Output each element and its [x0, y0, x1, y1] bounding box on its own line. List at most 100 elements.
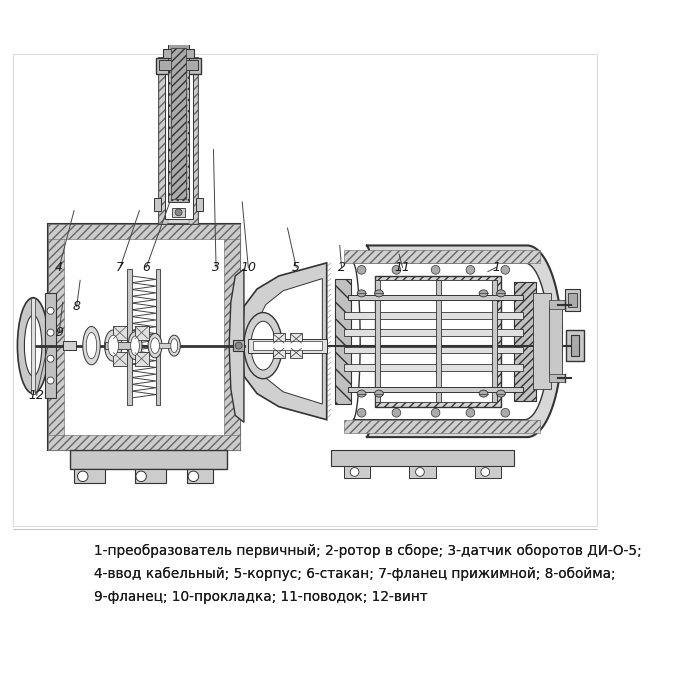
Ellipse shape — [466, 265, 475, 274]
Ellipse shape — [171, 339, 178, 353]
Bar — [379, 280, 496, 402]
Bar — [344, 466, 370, 478]
Bar — [135, 351, 149, 365]
Bar — [344, 250, 540, 263]
Bar — [135, 326, 149, 340]
Ellipse shape — [244, 312, 282, 379]
Ellipse shape — [357, 290, 366, 297]
Ellipse shape — [128, 332, 142, 360]
Bar — [164, 62, 193, 219]
Bar — [566, 330, 584, 361]
Ellipse shape — [374, 390, 384, 397]
Bar — [514, 282, 536, 400]
Ellipse shape — [83, 326, 100, 365]
Polygon shape — [366, 246, 562, 437]
Text: 6: 6 — [142, 260, 150, 274]
Ellipse shape — [251, 321, 275, 370]
Ellipse shape — [357, 408, 366, 417]
Bar — [48, 435, 239, 450]
Bar — [127, 269, 132, 405]
Bar — [168, 43, 189, 50]
Ellipse shape — [350, 468, 359, 476]
Ellipse shape — [108, 335, 118, 356]
Bar — [160, 58, 168, 224]
Bar — [188, 470, 214, 483]
Ellipse shape — [501, 265, 510, 274]
Ellipse shape — [168, 335, 181, 356]
Bar — [564, 289, 580, 311]
Bar — [349, 386, 523, 392]
Ellipse shape — [480, 290, 488, 297]
Ellipse shape — [392, 265, 401, 274]
Bar — [48, 224, 64, 450]
Bar — [104, 342, 131, 349]
Bar — [196, 19, 203, 32]
Ellipse shape — [150, 338, 160, 354]
Text: 9: 9 — [55, 326, 63, 339]
Bar — [549, 307, 562, 376]
Bar — [156, 269, 160, 405]
Bar — [549, 300, 564, 309]
Bar — [410, 466, 435, 478]
Text: 4: 4 — [55, 260, 63, 274]
Bar — [70, 450, 227, 470]
Bar — [290, 333, 302, 344]
Text: 1-преобразователь первичный; 2-ротор в сборе; 3-датчик оборотов ДИ-О-5;: 1-преобразователь первичный; 2-ротор в с… — [94, 543, 642, 557]
Bar — [32, 298, 35, 393]
Bar — [349, 295, 523, 300]
Bar — [63, 342, 76, 350]
Ellipse shape — [480, 390, 488, 397]
Ellipse shape — [47, 329, 54, 336]
Ellipse shape — [148, 333, 162, 358]
Bar — [160, 58, 198, 224]
Ellipse shape — [18, 298, 49, 393]
Bar — [374, 280, 380, 402]
Ellipse shape — [86, 332, 97, 358]
Text: 11: 11 — [395, 260, 410, 274]
Text: 4-ввод кабельный; 5-корпус; 6-стакан; 7-фланец прижимной; 8-обойма;: 4-ввод кабельный; 5-корпус; 6-стакан; 7-… — [94, 567, 616, 581]
Text: 12: 12 — [29, 389, 45, 402]
Bar — [234, 340, 244, 351]
Bar — [135, 470, 165, 483]
Bar — [163, 50, 195, 58]
Bar — [273, 347, 285, 358]
Text: 1-преобразователь первичный; 2-ротор в сборе; 3-датчик оборотов ДИ-О-5;: 1-преобразователь первичный; 2-ротор в с… — [94, 543, 642, 557]
Bar — [344, 312, 523, 318]
Ellipse shape — [104, 330, 122, 361]
Ellipse shape — [481, 468, 489, 476]
Bar — [290, 347, 302, 358]
Ellipse shape — [392, 408, 401, 417]
Text: 1: 1 — [493, 260, 500, 274]
Bar — [168, 45, 189, 202]
Polygon shape — [229, 269, 244, 422]
Bar — [52, 228, 235, 446]
Bar — [273, 333, 285, 344]
Bar — [331, 450, 514, 466]
Ellipse shape — [431, 265, 440, 274]
Bar — [13, 54, 597, 526]
Text: 7: 7 — [116, 260, 124, 274]
Ellipse shape — [47, 307, 54, 314]
Ellipse shape — [496, 390, 505, 397]
Bar — [46, 293, 56, 398]
Bar — [154, 19, 161, 32]
Text: 9-фланец; 10-прокладка; 11-поводок; 12-винт: 9-фланец; 10-прокладка; 11-поводок; 12-в… — [94, 591, 428, 605]
Bar — [224, 224, 239, 450]
Ellipse shape — [175, 209, 182, 216]
Polygon shape — [256, 279, 322, 404]
Bar — [189, 58, 198, 224]
Bar — [48, 224, 239, 450]
Bar — [153, 343, 174, 349]
Ellipse shape — [25, 315, 42, 376]
Ellipse shape — [416, 468, 424, 476]
Bar — [74, 470, 104, 483]
Ellipse shape — [47, 355, 54, 362]
Ellipse shape — [136, 471, 146, 482]
Bar — [475, 466, 501, 478]
Bar — [171, 48, 186, 199]
Bar — [113, 351, 127, 365]
Bar — [435, 280, 441, 402]
Bar — [172, 208, 185, 217]
Text: 9-фланец; 10-прокладка; 11-поводок; 12-винт: 9-фланец; 10-прокладка; 11-поводок; 12-в… — [94, 591, 428, 605]
Ellipse shape — [131, 336, 139, 355]
